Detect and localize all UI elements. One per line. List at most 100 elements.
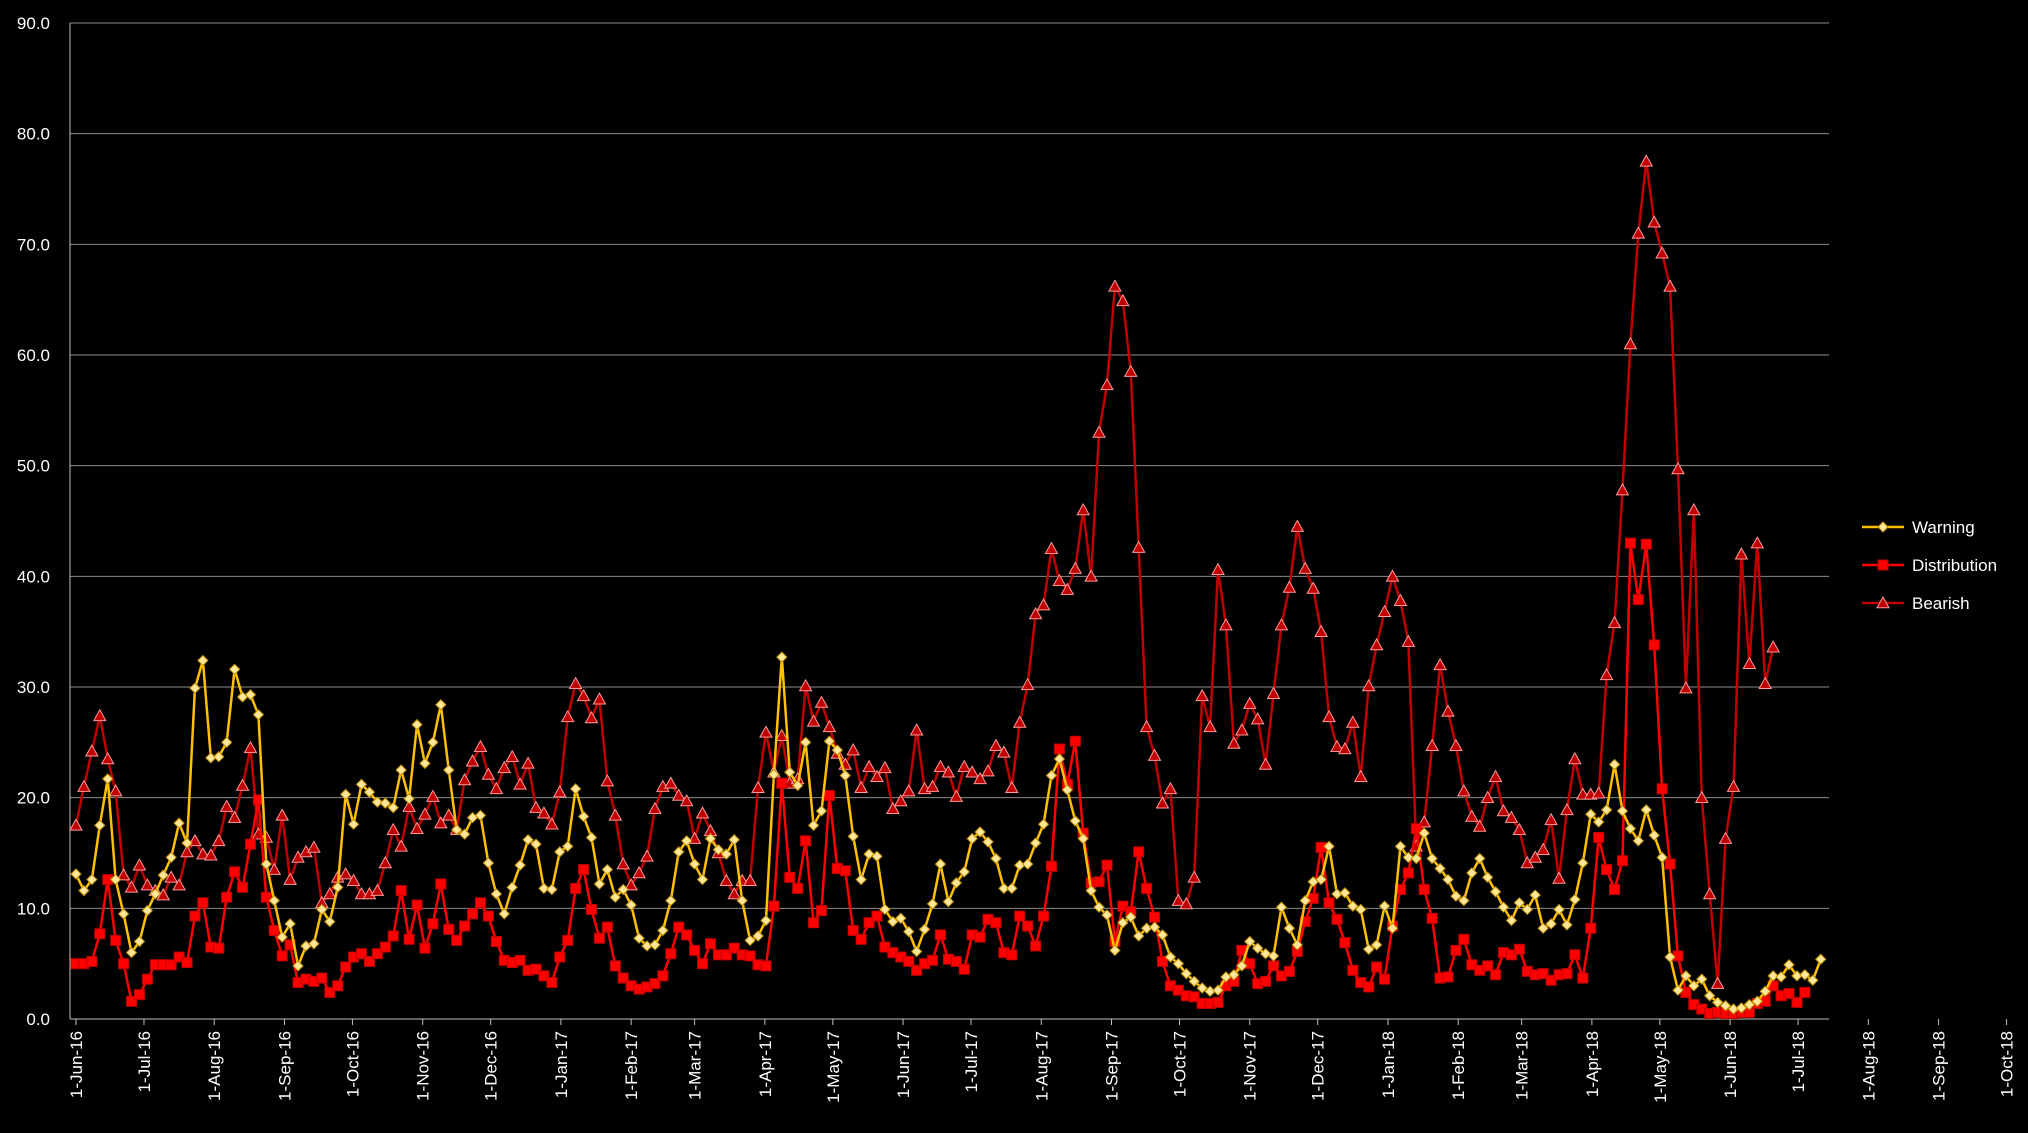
data-point-bearish: [1385, 569, 1400, 582]
data-point-bearish: [1718, 831, 1733, 844]
data-point-distribution: [1632, 594, 1644, 606]
data-point-bearish: [616, 857, 631, 870]
data-point-warning: [554, 846, 566, 858]
data-point-bearish: [386, 822, 401, 836]
data-point-distribution: [823, 789, 835, 801]
data-point-distribution: [839, 865, 851, 877]
data-point-distribution: [244, 838, 256, 850]
data-point-distribution: [363, 955, 375, 967]
data-point-bearish: [1377, 604, 1392, 618]
data-point-warning: [1045, 769, 1058, 782]
data-point-bearish: [774, 728, 789, 741]
data-point-warning: [1378, 900, 1391, 912]
data-point-bearish: [870, 769, 884, 782]
data-point-warning: [371, 796, 384, 808]
data-point-bearish: [1155, 796, 1170, 809]
data-point-distribution: [950, 955, 962, 967]
data-point-warning: [561, 840, 574, 853]
data-point-warning: [1815, 953, 1827, 965]
data-point-warning: [387, 801, 399, 814]
data-point-distribution: [1030, 940, 1042, 952]
data-point-bearish: [203, 848, 218, 861]
data-point-bearish: [1401, 634, 1416, 647]
data-point-bearish: [846, 743, 861, 756]
data-point-bearish: [100, 751, 115, 765]
x-tick-label: 1-Oct-18: [1998, 1031, 2017, 1097]
data-point-distribution: [514, 954, 526, 966]
data-point-distribution: [728, 942, 740, 954]
data-point-bearish: [1322, 709, 1336, 723]
data-point-warning: [1402, 851, 1415, 864]
data-point-bearish: [108, 783, 123, 797]
data-point-distribution: [1513, 943, 1525, 955]
data-point-warning: [823, 735, 836, 747]
data-point-distribution: [443, 923, 455, 935]
data-point-distribution: [585, 903, 597, 915]
data-point-bearish: [1195, 688, 1209, 702]
data-point-bearish: [1631, 226, 1646, 239]
data-point-bearish: [1615, 482, 1630, 496]
data-point-distribution: [1331, 913, 1343, 925]
data-point-distribution: [419, 942, 431, 954]
data-point-bearish: [933, 759, 948, 772]
data-point-warning: [1275, 901, 1288, 913]
data-point-distribution: [800, 835, 812, 847]
data-point-bearish: [1179, 896, 1194, 910]
y-tick-label: 90.0: [17, 14, 50, 33]
data-point-distribution: [189, 910, 201, 922]
data-point-warning: [102, 773, 114, 785]
data-point-warning: [1489, 886, 1502, 898]
data-point-bearish: [1028, 606, 1043, 620]
data-point-distribution: [879, 941, 891, 953]
data-point-distribution: [720, 949, 732, 961]
data-point-warning: [133, 935, 146, 948]
data-point-warning: [1125, 911, 1137, 923]
data-point-bearish: [925, 779, 940, 792]
series-distribution: [70, 537, 1811, 1019]
data-point-bearish: [180, 844, 194, 858]
data-point-bearish: [1694, 790, 1709, 803]
data-point-warning: [125, 946, 138, 959]
data-point-warning: [220, 736, 233, 749]
data-point-bearish: [560, 709, 575, 723]
data-point-warning: [189, 682, 201, 694]
data-point-bearish: [370, 883, 385, 896]
data-point-warning: [1513, 897, 1526, 909]
data-point-warning: [1323, 840, 1335, 853]
data-point-warning: [347, 818, 360, 830]
data-point-bearish: [1599, 667, 1614, 681]
data-point-bearish: [497, 760, 512, 774]
data-point-bearish: [1623, 336, 1638, 350]
y-tick-label: 20.0: [17, 789, 50, 808]
data-point-warning: [490, 888, 503, 900]
data-point-warning: [1418, 827, 1430, 839]
data-point-distribution: [958, 963, 970, 975]
data-point-bearish: [227, 810, 242, 823]
data-point-warning: [1101, 909, 1113, 921]
data-point-distribution: [934, 929, 946, 941]
data-point-warning: [1117, 917, 1129, 929]
data-point-distribution: [1418, 884, 1430, 896]
data-point-warning: [1299, 894, 1311, 907]
data-point-bearish: [814, 695, 829, 708]
data-point-warning: [1228, 969, 1240, 981]
data-point-distribution: [141, 973, 153, 985]
data-point-distribution: [490, 936, 502, 948]
data-point-distribution: [1490, 969, 1502, 981]
data-point-warning: [577, 810, 590, 823]
data-point-warning: [1085, 884, 1097, 897]
data-point-bearish: [1290, 519, 1305, 532]
gridlines: [70, 22, 1829, 1020]
data-point-distribution: [1799, 986, 1811, 998]
data-point-warning: [847, 830, 859, 843]
data-point-bearish: [1068, 561, 1083, 574]
data-point-warning: [1410, 852, 1422, 865]
x-tick-label: 1-Aug-17: [1032, 1031, 1051, 1101]
data-point-warning: [720, 848, 733, 860]
data-point-warning: [1616, 805, 1629, 817]
data-point-warning: [546, 883, 558, 896]
data-point-warning: [1569, 893, 1581, 906]
data-point-distribution: [681, 929, 693, 941]
data-point-bearish: [1671, 461, 1685, 475]
data-point-warning: [918, 923, 931, 936]
